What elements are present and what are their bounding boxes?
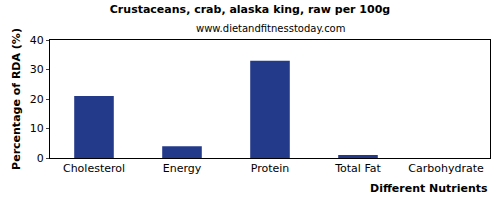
svg-text:30: 30 [30, 63, 44, 76]
svg-text:0: 0 [37, 152, 44, 165]
svg-text:Different Nutrients: Different Nutrients [370, 182, 488, 195]
svg-text:Total Fat: Total Fat [334, 162, 381, 175]
svg-text:Cholesterol: Cholesterol [63, 162, 125, 175]
svg-text:Percentage of RDA (%): Percentage of RDA (%) [10, 28, 23, 170]
svg-text:40: 40 [30, 34, 44, 47]
svg-text:Energy: Energy [163, 162, 202, 175]
svg-text:Protein: Protein [251, 162, 290, 175]
svg-text:www.dietandfitnesstoday.com: www.dietandfitnesstoday.com [196, 23, 345, 34]
svg-text:20: 20 [30, 93, 44, 106]
svg-text:Crustaceans, crab, alaska king: Crustaceans, crab, alaska king, raw per … [110, 3, 390, 16]
svg-text:Carbohydrate: Carbohydrate [408, 162, 484, 175]
svg-text:10: 10 [30, 122, 44, 135]
